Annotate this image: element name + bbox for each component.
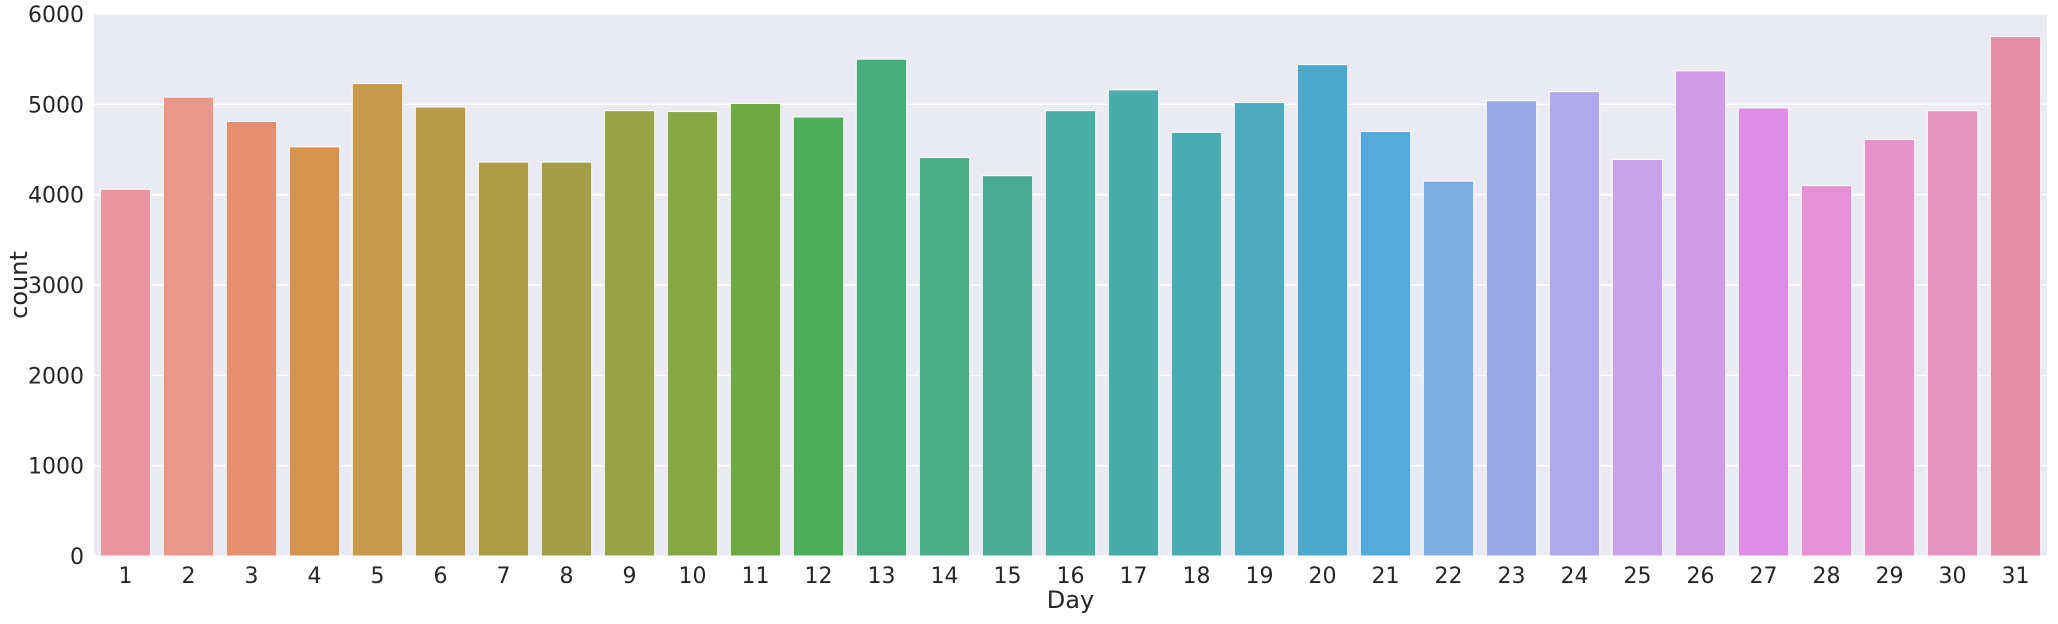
bar-day-5 — [351, 83, 404, 557]
y-tick-label: 1000 — [28, 455, 84, 480]
bar-day-3 — [225, 120, 278, 557]
bar-day-17 — [1107, 89, 1160, 557]
bar-day-24 — [1548, 91, 1601, 557]
bar-day-19 — [1233, 102, 1286, 557]
y-tick-label: 5000 — [28, 93, 84, 118]
bar-day-29 — [1863, 139, 1916, 557]
bar-day-11 — [729, 102, 782, 557]
bar-day-14 — [918, 157, 971, 557]
x-tick-label: 10 — [679, 564, 707, 589]
x-tick-label: 11 — [742, 564, 770, 589]
x-tick-label: 24 — [1561, 564, 1589, 589]
bar-day-2 — [162, 96, 215, 557]
bar-day-10 — [666, 111, 719, 557]
bar-day-15 — [981, 175, 1034, 557]
x-tick-label: 8 — [560, 564, 574, 589]
bar-day-27 — [1737, 107, 1790, 557]
x-tick-label: 29 — [1876, 564, 1904, 589]
bar-day-12 — [792, 116, 845, 557]
bar-day-31 — [1989, 36, 2042, 557]
bar-day-26 — [1674, 70, 1727, 557]
bar-day-23 — [1485, 100, 1538, 557]
bar-day-28 — [1800, 185, 1853, 557]
bars — [99, 36, 2042, 557]
bar-day-8 — [540, 161, 593, 557]
bar-day-13 — [855, 58, 908, 557]
x-tick-label: 28 — [1813, 564, 1841, 589]
bar-day-7 — [477, 161, 530, 557]
bar-day-25 — [1611, 158, 1664, 557]
x-tick-label: 19 — [1246, 564, 1274, 589]
bar-day-20 — [1296, 64, 1349, 557]
x-tick-label: 15 — [994, 564, 1022, 589]
bar-day-30 — [1926, 110, 1979, 557]
bar-day-18 — [1170, 131, 1223, 557]
y-tick-label: 2000 — [28, 364, 84, 389]
x-tick-label: 22 — [1435, 564, 1463, 589]
bar-day-1 — [99, 188, 152, 557]
bar-day-22 — [1422, 180, 1475, 557]
x-tick-label: 21 — [1372, 564, 1400, 589]
x-tick-label: 31 — [2002, 564, 2030, 589]
y-tick-labels: 0 1000 2000 3000 4000 5000 6000 — [28, 3, 84, 570]
x-tick-label: 26 — [1687, 564, 1715, 589]
x-tick-label: 7 — [497, 564, 511, 589]
x-tick-label: 20 — [1309, 564, 1337, 589]
x-axis-label: Day — [1047, 586, 1094, 614]
x-tick-label: 3 — [245, 564, 259, 589]
x-tick-label: 17 — [1120, 564, 1148, 589]
bar-day-16 — [1044, 110, 1097, 557]
x-tick-label: 18 — [1183, 564, 1211, 589]
x-tick-label: 16 — [1057, 564, 1085, 589]
bar-day-21 — [1359, 130, 1412, 557]
x-tick-label: 12 — [805, 564, 833, 589]
y-tick-label: 4000 — [28, 184, 84, 209]
y-tick-label: 0 — [70, 545, 84, 570]
x-tick-label: 25 — [1624, 564, 1652, 589]
y-tick-label: 6000 — [28, 3, 84, 28]
x-tick-labels: 1 2 3 4 5 6 7 8 9 10 11 12 13 14 15 16 17 18 19 20 21 22 23 24 2… — [119, 564, 2030, 589]
x-tick-label: 30 — [1939, 564, 1967, 589]
x-tick-label: 9 — [623, 564, 637, 589]
x-tick-label: 1 — [119, 564, 133, 589]
x-tick-label: 27 — [1750, 564, 1778, 589]
y-tick-label: 3000 — [28, 274, 84, 299]
x-tick-label: 13 — [868, 564, 896, 589]
y-axis-label: count — [5, 251, 33, 319]
x-tick-label: 2 — [182, 564, 196, 589]
bar-day-4 — [288, 146, 341, 557]
bar-day-6 — [414, 106, 467, 557]
x-tick-label: 23 — [1498, 564, 1526, 589]
x-tick-label: 14 — [931, 564, 959, 589]
bar-day-9 — [603, 110, 656, 557]
x-tick-label: 4 — [308, 564, 322, 589]
x-tick-label: 5 — [371, 564, 385, 589]
x-tick-label: 6 — [434, 564, 448, 589]
